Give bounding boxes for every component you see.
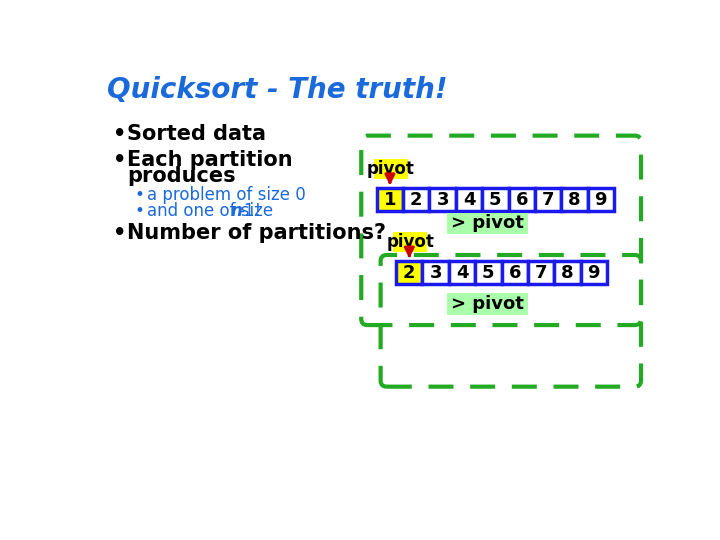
Bar xyxy=(423,261,449,284)
Text: 9: 9 xyxy=(588,264,600,282)
Text: n: n xyxy=(230,202,242,220)
Bar xyxy=(554,261,580,284)
Text: Number of partitions?: Number of partitions? xyxy=(127,222,386,242)
Bar xyxy=(377,188,403,211)
Text: produces: produces xyxy=(127,166,236,186)
Text: 4: 4 xyxy=(456,264,468,282)
Text: > pivot: > pivot xyxy=(451,295,523,313)
Text: a problem of size 0: a problem of size 0 xyxy=(147,186,305,204)
Bar xyxy=(403,188,429,211)
Text: 8: 8 xyxy=(568,191,581,208)
Text: Quicksort - The truth!: Quicksort - The truth! xyxy=(107,76,448,104)
Text: -1!: -1! xyxy=(238,202,261,220)
Text: •: • xyxy=(135,186,145,204)
Text: Sorted data: Sorted data xyxy=(127,124,266,144)
Text: 4: 4 xyxy=(463,191,475,208)
Text: 2: 2 xyxy=(410,191,423,208)
Bar xyxy=(446,294,528,315)
Text: 3: 3 xyxy=(436,191,449,208)
Bar xyxy=(374,159,408,179)
Bar xyxy=(508,188,535,211)
Bar xyxy=(429,188,456,211)
Text: > pivot: > pivot xyxy=(451,214,523,232)
Bar xyxy=(446,213,528,234)
Text: •: • xyxy=(113,222,127,242)
Text: 5: 5 xyxy=(482,264,495,282)
Bar xyxy=(535,188,561,211)
Text: pivot: pivot xyxy=(366,160,415,178)
Text: 9: 9 xyxy=(595,191,607,208)
Bar xyxy=(580,261,607,284)
Bar xyxy=(475,261,502,284)
Text: 1: 1 xyxy=(384,191,396,208)
Text: 5: 5 xyxy=(489,191,502,208)
Text: 2: 2 xyxy=(403,264,415,282)
Bar xyxy=(396,261,423,284)
Bar xyxy=(561,188,588,211)
Text: 3: 3 xyxy=(429,264,442,282)
Bar xyxy=(528,261,554,284)
Text: 6: 6 xyxy=(508,264,521,282)
Text: 7: 7 xyxy=(541,191,554,208)
Bar xyxy=(482,188,508,211)
Bar xyxy=(393,232,427,252)
Text: Each partition: Each partition xyxy=(127,150,293,170)
Bar xyxy=(502,261,528,284)
Text: and one of size: and one of size xyxy=(147,202,278,220)
Text: 6: 6 xyxy=(516,191,528,208)
Bar xyxy=(456,188,482,211)
Text: •: • xyxy=(113,150,127,170)
Text: 8: 8 xyxy=(561,264,574,282)
Text: pivot: pivot xyxy=(386,233,434,251)
Text: •: • xyxy=(113,124,127,144)
Text: 7: 7 xyxy=(535,264,547,282)
Bar xyxy=(588,188,614,211)
Text: •: • xyxy=(135,202,145,220)
Bar xyxy=(449,261,475,284)
